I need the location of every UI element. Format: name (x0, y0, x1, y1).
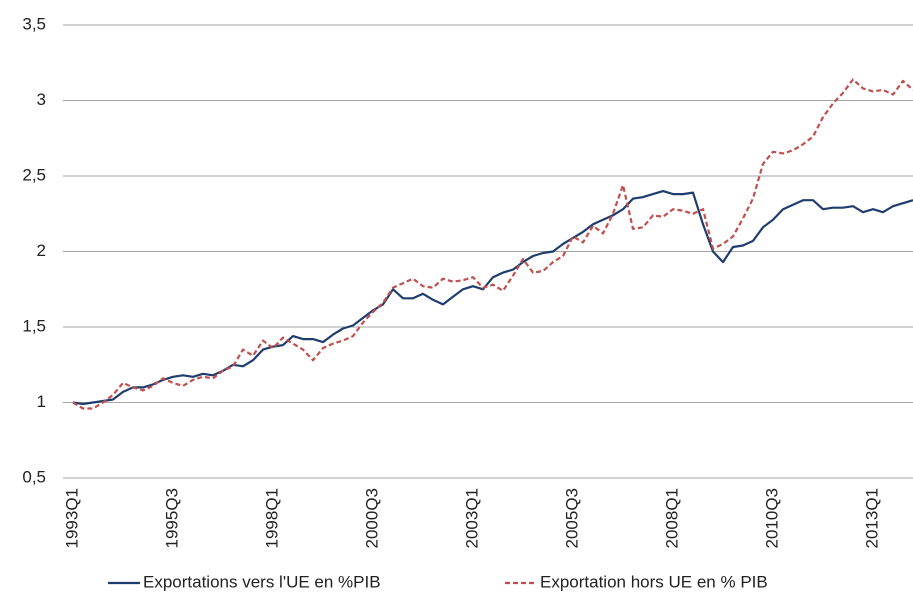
x-tick-label: 2000Q3 (362, 488, 381, 549)
y-tick-label: 2,5 (22, 165, 46, 184)
legend-label: Exportation hors UE en % PIB (540, 572, 768, 591)
series-line (72, 78, 913, 410)
y-tick-label: 2 (37, 241, 46, 260)
y-tick-label: 3 (37, 90, 46, 109)
x-tick-label: 2013Q1 (862, 488, 881, 549)
y-tick-label: 0,5 (22, 467, 46, 486)
y-tick-label: 1,5 (22, 316, 46, 335)
x-tick-label: 1998Q1 (262, 488, 281, 549)
y-tick-label: 3,5 (22, 14, 46, 33)
legend-label: Exportations vers l'UE en %PIB (143, 572, 381, 591)
y-tick-label: 1 (37, 392, 46, 411)
x-tick-label: 2003Q1 (462, 488, 481, 549)
series-line (72, 190, 913, 406)
x-tick-label: 1995Q3 (162, 488, 181, 549)
x-tick-label: 2008Q1 (662, 488, 681, 549)
x-tick-label: 2005Q3 (562, 488, 581, 549)
x-tick-label: 2010Q3 (762, 488, 781, 549)
x-tick-label: 1993Q1 (62, 488, 81, 549)
